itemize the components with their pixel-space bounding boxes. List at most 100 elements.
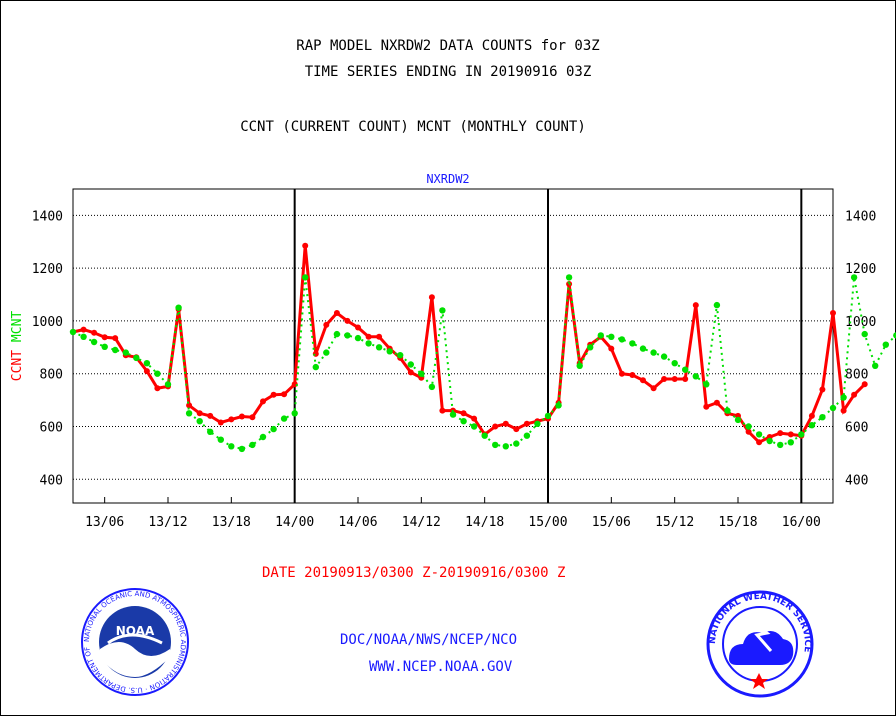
data-point-mcnt xyxy=(481,432,488,439)
data-point-mcnt xyxy=(650,349,657,356)
data-point-ccnt xyxy=(207,412,214,419)
data-point-ccnt xyxy=(228,416,235,423)
x-tick-label: 15/18 xyxy=(718,515,757,530)
y-tick-label-right: 1200 xyxy=(845,262,876,277)
data-point-mcnt xyxy=(460,418,467,425)
data-point-mcnt xyxy=(112,346,119,354)
data-point-mcnt xyxy=(428,383,436,391)
data-point-mcnt xyxy=(534,420,541,427)
data-point-ccnt xyxy=(671,376,678,382)
data-point-mcnt xyxy=(133,354,140,362)
data-point-ccnt xyxy=(217,419,224,426)
data-point-ccnt xyxy=(808,412,815,419)
y-tick-label-right: 600 xyxy=(845,420,868,435)
data-point-mcnt xyxy=(418,370,425,377)
plot-area xyxy=(72,188,834,504)
y-tick-label-left: 1400 xyxy=(32,209,63,224)
y-axis-label-ccnt: CCNT xyxy=(10,350,25,381)
data-point-mcnt xyxy=(798,431,805,438)
data-point-ccnt xyxy=(101,334,108,341)
data-point-mcnt xyxy=(90,338,98,346)
data-point-mcnt xyxy=(302,274,309,281)
data-point-ccnt xyxy=(428,294,435,301)
data-point-ccnt xyxy=(143,368,150,375)
data-point-ccnt xyxy=(80,326,87,333)
data-point-mcnt xyxy=(164,381,172,388)
data-point-ccnt xyxy=(713,399,720,406)
data-point-ccnt xyxy=(270,391,277,398)
data-point-ccnt xyxy=(777,430,784,437)
data-point-ccnt xyxy=(756,439,763,446)
data-point-ccnt xyxy=(323,321,330,328)
data-point-mcnt xyxy=(323,349,330,356)
data-point-mcnt xyxy=(228,443,235,450)
data-point-mcnt xyxy=(365,340,372,347)
data-point-mcnt xyxy=(629,340,636,347)
x-tick-label: 15/06 xyxy=(592,515,631,530)
data-point-ccnt xyxy=(302,242,309,249)
data-point-mcnt xyxy=(101,343,108,350)
data-point-mcnt xyxy=(386,348,393,355)
data-point-mcnt xyxy=(280,415,288,422)
data-point-mcnt xyxy=(354,334,362,342)
y-axis-label: CCNT MCNT xyxy=(10,311,25,382)
x-tick-label: 16/00 xyxy=(782,515,821,530)
data-point-ccnt xyxy=(249,414,256,421)
data-point-ccnt xyxy=(618,370,625,377)
data-point-mcnt xyxy=(397,352,404,359)
x-tick-label: 13/18 xyxy=(212,515,251,530)
data-point-mcnt xyxy=(238,445,246,453)
data-point-ccnt xyxy=(640,377,646,384)
data-point-mcnt xyxy=(333,330,341,338)
y-tick-label-left: 1000 xyxy=(32,315,63,330)
data-point-ccnt xyxy=(851,391,858,398)
y-tick-label-right: 1000 xyxy=(845,315,876,330)
data-point-mcnt xyxy=(777,441,784,449)
chart-legend-description: CCNT (CURRENT COUNT) MCNT (MONTHLY COUNT… xyxy=(240,119,586,135)
data-point-mcnt xyxy=(555,402,562,409)
data-point-mcnt xyxy=(861,330,868,338)
data-point-ccnt xyxy=(281,391,288,398)
data-point-mcnt xyxy=(122,349,129,356)
y-tick-label-left: 1200 xyxy=(32,262,63,277)
data-point-mcnt xyxy=(544,412,552,420)
data-point-ccnt xyxy=(238,413,245,420)
data-point-ccnt xyxy=(830,310,836,316)
data-point-ccnt xyxy=(260,398,266,405)
data-point-mcnt xyxy=(671,360,678,367)
data-point-mcnt xyxy=(207,428,214,435)
data-point-mcnt xyxy=(808,422,816,429)
noaa-logo: NATIONAL OCEANIC AND ATMOSPHERIC ADMINIS… xyxy=(80,587,189,696)
x-tick-label: 14/00 xyxy=(275,515,314,530)
data-point-mcnt xyxy=(682,366,689,373)
panel-label: NXRDW2 xyxy=(426,172,470,186)
data-point-ccnt xyxy=(376,333,383,340)
data-point-mcnt xyxy=(492,441,499,449)
data-point-mcnt xyxy=(639,345,647,352)
data-point-ccnt xyxy=(439,407,446,414)
data-point-mcnt xyxy=(893,332,896,339)
y-axis-label-mcnt: MCNT xyxy=(10,311,25,350)
data-point-ccnt xyxy=(492,423,499,430)
noaa-logo-text: NOAA xyxy=(116,624,155,638)
data-point-mcnt xyxy=(608,333,615,340)
data-point-mcnt xyxy=(154,370,161,377)
data-point-ccnt xyxy=(703,403,710,410)
x-tick-label: 14/18 xyxy=(465,515,504,530)
chart-subtitle: TIME SERIES ENDING IN 20190916 03Z xyxy=(304,64,592,80)
data-point-mcnt xyxy=(713,301,721,309)
data-point-mcnt xyxy=(69,328,77,336)
data-point-mcnt xyxy=(819,414,826,421)
data-point-mcnt xyxy=(766,437,773,445)
data-point-mcnt xyxy=(872,362,879,369)
data-point-ccnt xyxy=(333,310,340,316)
data-point-mcnt xyxy=(587,344,594,351)
x-tick-label: 15/00 xyxy=(528,515,567,530)
date-range-label: DATE 20190913/0300 Z-20190916/0300 Z xyxy=(262,565,566,581)
data-point-mcnt xyxy=(576,362,583,369)
x-tick-label: 13/06 xyxy=(85,515,124,530)
data-point-mcnt xyxy=(565,274,573,281)
series-line-ccnt xyxy=(72,245,866,445)
data-point-mcnt xyxy=(703,381,710,388)
data-point-ccnt xyxy=(840,407,847,414)
